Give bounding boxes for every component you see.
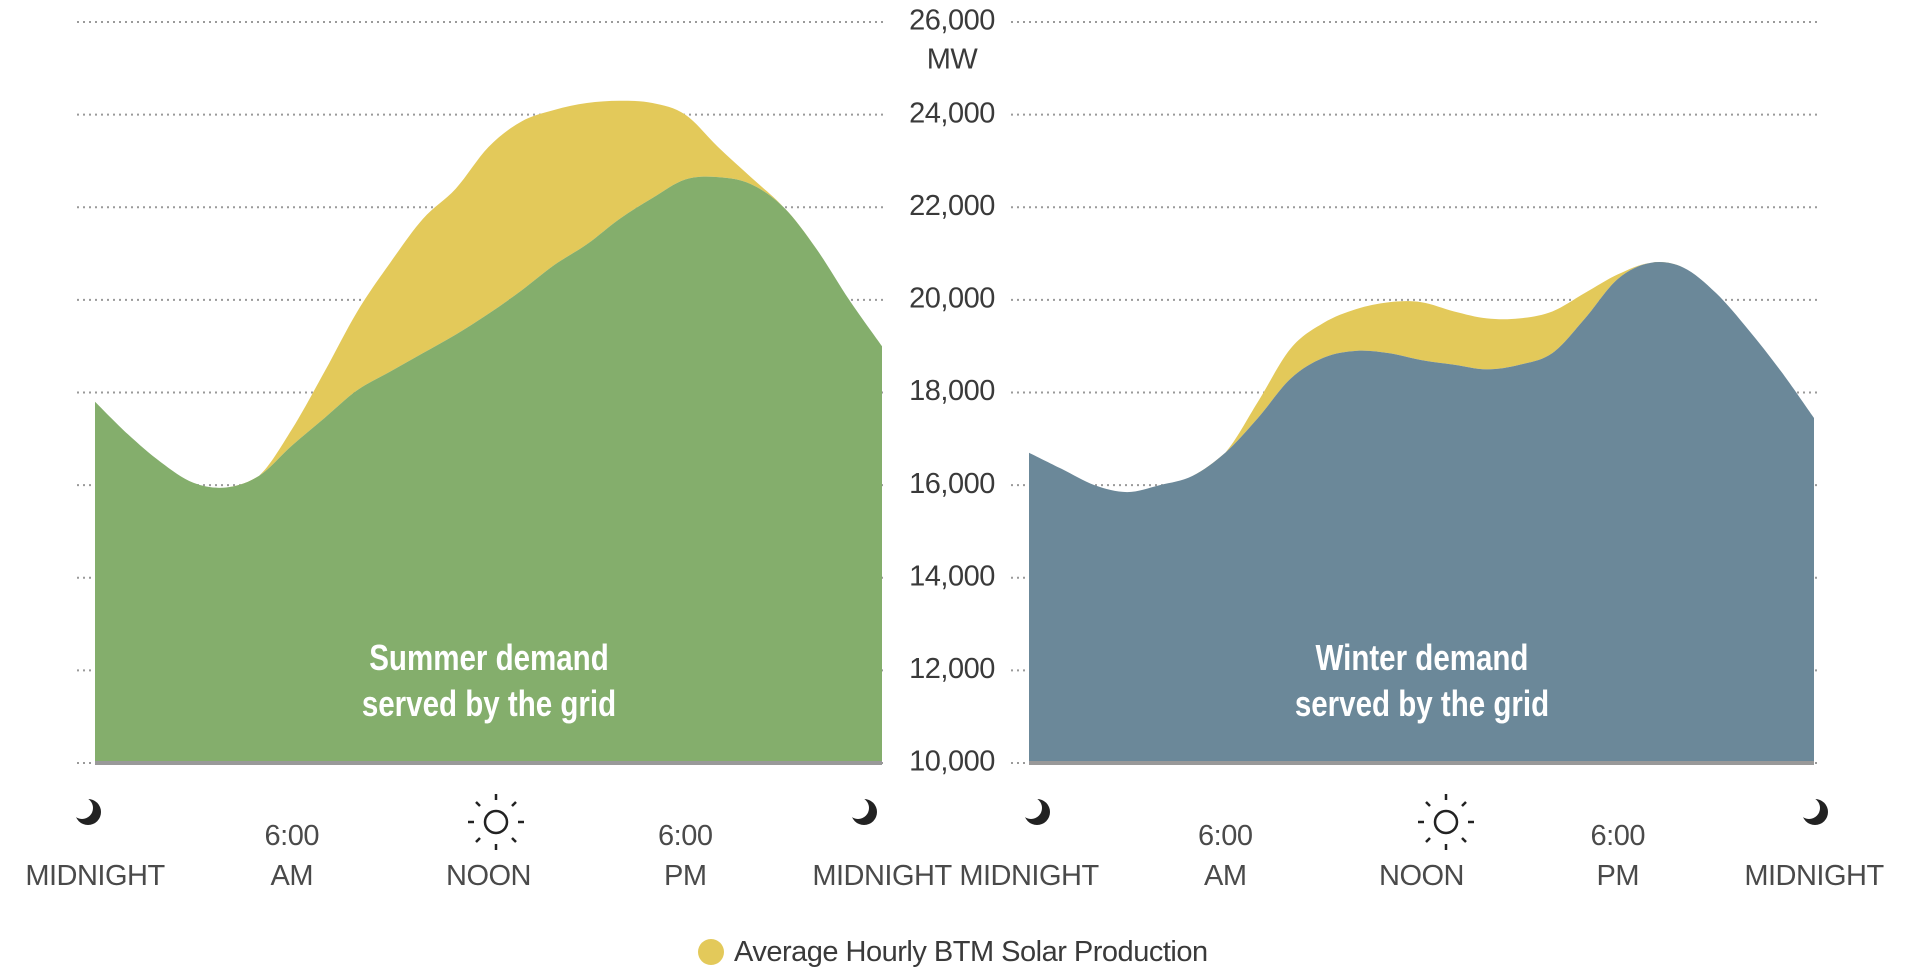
x-tick-label: NOON — [1379, 860, 1465, 892]
annotation: Winter demand served by the grid — [1294, 637, 1549, 724]
solar-area — [95, 100, 882, 488]
sun-icon — [468, 794, 524, 850]
y-tick-label: 10,000 — [909, 746, 995, 778]
x-tick-label: 6:00 PM — [1590, 820, 1646, 892]
legend-label: Average Hourly BTM Solar Production — [734, 936, 1208, 968]
x-tick-label: 6:00 PM — [658, 820, 713, 892]
y-tick-label: 18,000 — [909, 375, 995, 407]
legend-swatch — [698, 939, 724, 965]
sun-icon — [1418, 794, 1474, 850]
y-tick-label: 26,000 — [909, 5, 995, 37]
grid-demand-area — [95, 176, 882, 763]
x-tick-label: NOON — [446, 860, 532, 892]
solar-area — [1029, 262, 1814, 493]
legend: Average Hourly BTM Solar Production — [698, 936, 1208, 969]
moon-icon — [71, 797, 101, 825]
grid-demand-area — [1029, 262, 1814, 763]
x-tick-label: MIDNIGHT — [812, 860, 952, 892]
y-tick-label: 16,000 — [909, 468, 995, 500]
x-tick-label: MIDNIGHT — [25, 860, 165, 892]
moon-icon — [847, 797, 877, 825]
areas — [95, 100, 1814, 765]
icons — [71, 794, 1828, 850]
x-tick-label: 6:00 AM — [264, 820, 320, 892]
annotation: Summer demand served by the grid — [361, 637, 616, 724]
y-axis-label: MW — [927, 44, 979, 76]
y-tick-label: 22,000 — [909, 190, 995, 222]
x-tick-label: 6:00 AM — [1198, 820, 1253, 892]
y-tick-label: 20,000 — [909, 283, 995, 315]
y-tick-label: 14,000 — [909, 560, 995, 592]
x-tick-label: MIDNIGHT — [1744, 860, 1884, 892]
y-tick-label: 24,000 — [909, 97, 995, 129]
moon-icon — [1020, 797, 1050, 825]
y-tick-label: 12,000 — [909, 653, 995, 685]
x-tick-label: MIDNIGHT — [959, 860, 1099, 892]
moon-icon — [1798, 797, 1828, 825]
